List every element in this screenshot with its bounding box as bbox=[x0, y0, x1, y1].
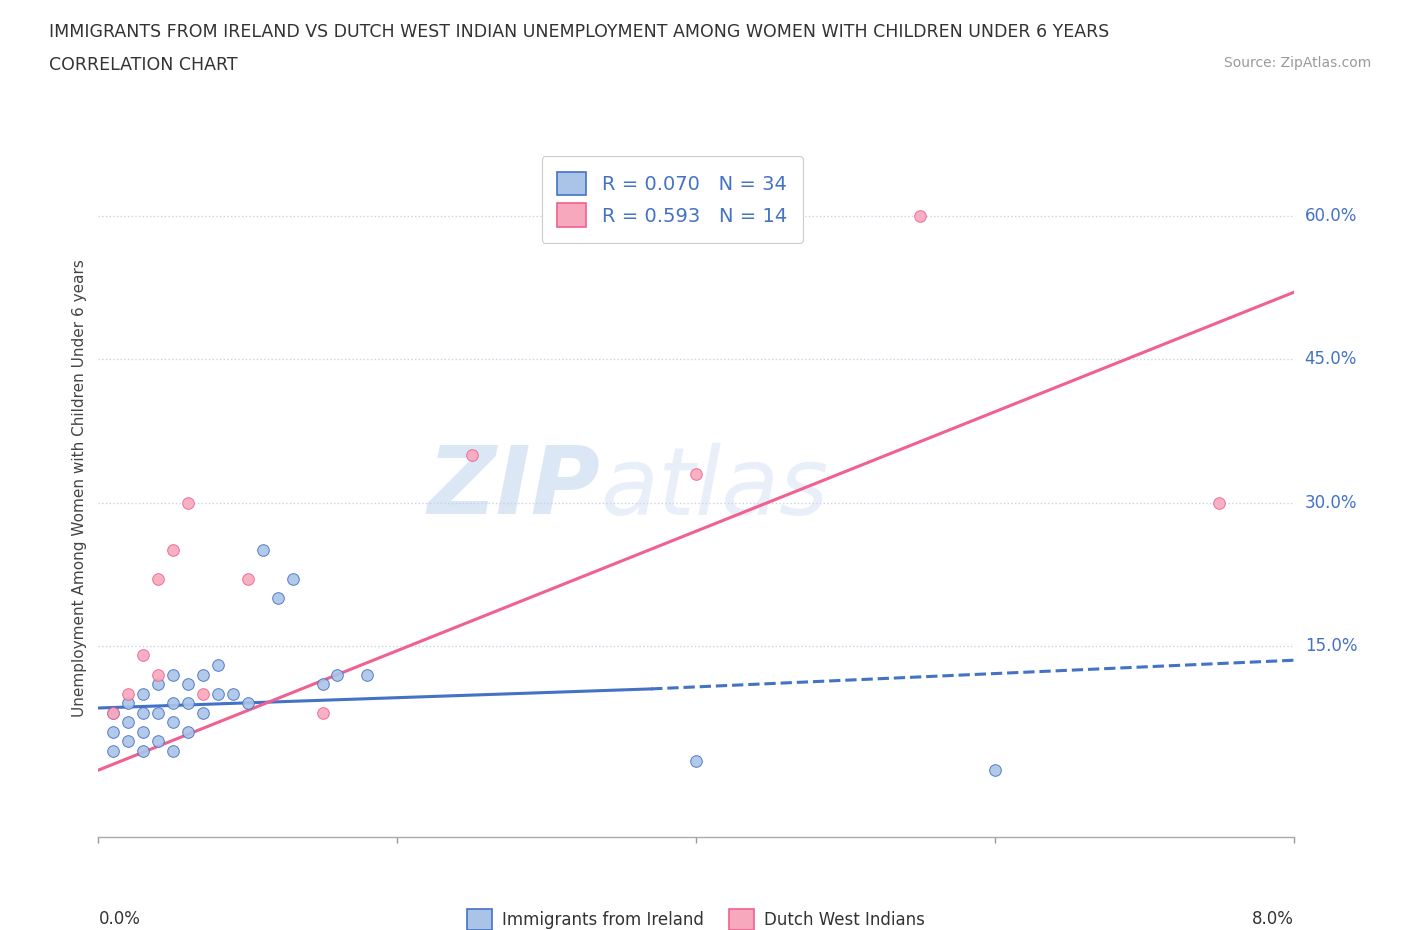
Point bbox=[103, 705, 125, 720]
Point bbox=[148, 677, 170, 692]
Point bbox=[222, 686, 245, 701]
Point bbox=[132, 744, 155, 759]
Text: Source: ZipAtlas.com: Source: ZipAtlas.com bbox=[1223, 56, 1371, 70]
Point bbox=[162, 715, 184, 730]
Text: 45.0%: 45.0% bbox=[1305, 351, 1357, 368]
Point bbox=[685, 753, 707, 768]
Point bbox=[281, 572, 304, 587]
Point bbox=[117, 696, 139, 711]
Legend: Immigrants from Ireland, Dutch West Indians: Immigrants from Ireland, Dutch West Indi… bbox=[458, 901, 934, 930]
Text: IMMIGRANTS FROM IRELAND VS DUTCH WEST INDIAN UNEMPLOYMENT AMONG WOMEN WITH CHILD: IMMIGRANTS FROM IRELAND VS DUTCH WEST IN… bbox=[49, 23, 1109, 41]
Point bbox=[461, 447, 484, 462]
Y-axis label: Unemployment Among Women with Children Under 6 years: Unemployment Among Women with Children U… bbox=[72, 259, 87, 717]
Point bbox=[236, 696, 259, 711]
Text: 15.0%: 15.0% bbox=[1305, 637, 1357, 655]
Point bbox=[356, 667, 378, 682]
Text: 30.0%: 30.0% bbox=[1305, 494, 1357, 512]
Point bbox=[148, 572, 170, 587]
Point bbox=[103, 724, 125, 739]
Point bbox=[162, 696, 184, 711]
Point bbox=[148, 705, 170, 720]
Text: ZIP: ZIP bbox=[427, 443, 600, 534]
Point bbox=[132, 724, 155, 739]
Point bbox=[132, 648, 155, 663]
Point bbox=[252, 543, 274, 558]
Point bbox=[117, 734, 139, 749]
Point bbox=[132, 686, 155, 701]
Point bbox=[162, 543, 184, 558]
Point bbox=[162, 667, 184, 682]
Point bbox=[177, 696, 200, 711]
Point bbox=[103, 744, 125, 759]
Point bbox=[148, 667, 170, 682]
Text: CORRELATION CHART: CORRELATION CHART bbox=[49, 56, 238, 73]
Point bbox=[117, 686, 139, 701]
Point bbox=[117, 715, 139, 730]
Point bbox=[207, 686, 229, 701]
Text: 0.0%: 0.0% bbox=[98, 910, 141, 928]
Text: atlas: atlas bbox=[600, 443, 828, 534]
Point bbox=[685, 467, 707, 482]
Point bbox=[177, 495, 200, 510]
Point bbox=[1208, 495, 1230, 510]
Point bbox=[191, 686, 214, 701]
Point bbox=[103, 705, 125, 720]
Point bbox=[236, 572, 259, 587]
Point bbox=[177, 724, 200, 739]
Point bbox=[908, 208, 931, 223]
Point bbox=[191, 705, 214, 720]
Point bbox=[326, 667, 349, 682]
Point bbox=[191, 667, 214, 682]
Text: 8.0%: 8.0% bbox=[1251, 910, 1294, 928]
Point bbox=[311, 705, 333, 720]
Point bbox=[983, 763, 1005, 777]
Point bbox=[207, 658, 229, 672]
Point bbox=[177, 677, 200, 692]
Point bbox=[148, 734, 170, 749]
Point bbox=[311, 677, 333, 692]
Point bbox=[132, 705, 155, 720]
Text: 60.0%: 60.0% bbox=[1305, 207, 1357, 225]
Point bbox=[162, 744, 184, 759]
Point bbox=[267, 591, 290, 605]
